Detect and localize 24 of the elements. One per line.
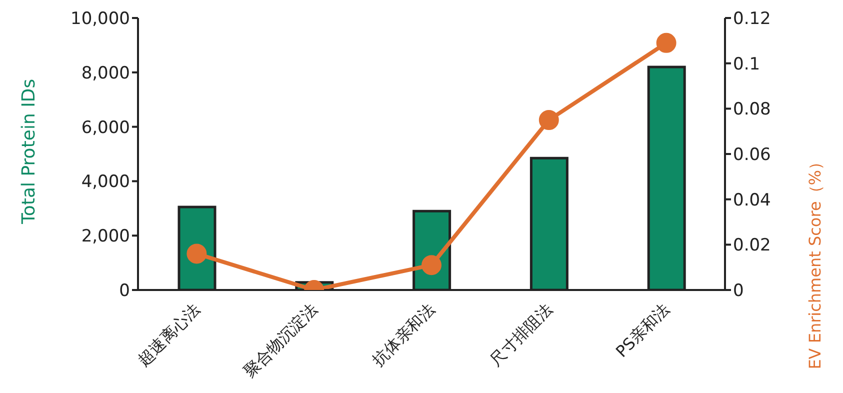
- point: [538, 110, 559, 130]
- x-tick-label: PS亲和法: [612, 300, 674, 362]
- y2-tick-label: 0: [733, 281, 744, 302]
- x-tick-label: 尺寸排阻法: [486, 300, 556, 370]
- x-tick-label: 抗体亲和法: [368, 300, 439, 370]
- y-tick-label: 10,000: [70, 9, 130, 30]
- y2-tick-label: 0.06: [733, 145, 771, 166]
- point: [422, 255, 442, 276]
- x-tick-label: 聚合物沉淀法: [240, 300, 322, 381]
- y2-tick-label: 0.12: [733, 9, 771, 30]
- y-tick-label: 6,000: [81, 118, 130, 138]
- point: [656, 32, 676, 53]
- y-tick-label: 4,000: [81, 172, 130, 192]
- y-tick-label: 2,000: [81, 226, 130, 247]
- point: [186, 244, 207, 264]
- y2-tick-label: 0.04: [733, 190, 771, 210]
- y-tick-label: 0: [119, 281, 130, 302]
- y2-tick-label: 0.1: [733, 54, 760, 74]
- y2-axis-title: EV Enrichment Score（%）: [806, 154, 825, 370]
- y-tick-label: 8,000: [81, 63, 130, 84]
- y2-tick-label: 0.02: [733, 236, 771, 256]
- y-axis-title: Total Protein IDs: [18, 78, 40, 225]
- x-tick-label: 超速离心法: [134, 300, 204, 370]
- y2-tick-label: 0.08: [733, 100, 771, 120]
